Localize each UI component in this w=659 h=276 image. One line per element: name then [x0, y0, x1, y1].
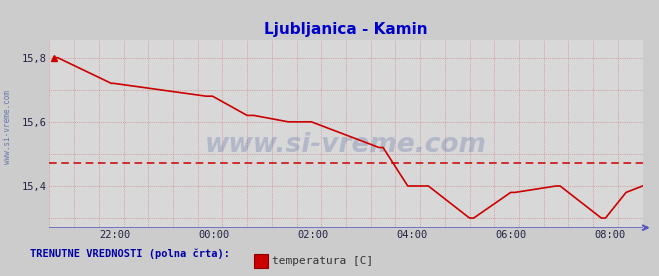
Text: www.si-vreme.com: www.si-vreme.com [205, 132, 487, 158]
Title: Ljubljanica - Kamin: Ljubljanica - Kamin [264, 22, 428, 38]
Text: temperatura [C]: temperatura [C] [272, 256, 374, 266]
Text: www.si-vreme.com: www.si-vreme.com [3, 90, 12, 164]
Text: TRENUTNE VREDNOSTI (polna črta):: TRENUTNE VREDNOSTI (polna črta): [30, 249, 229, 259]
